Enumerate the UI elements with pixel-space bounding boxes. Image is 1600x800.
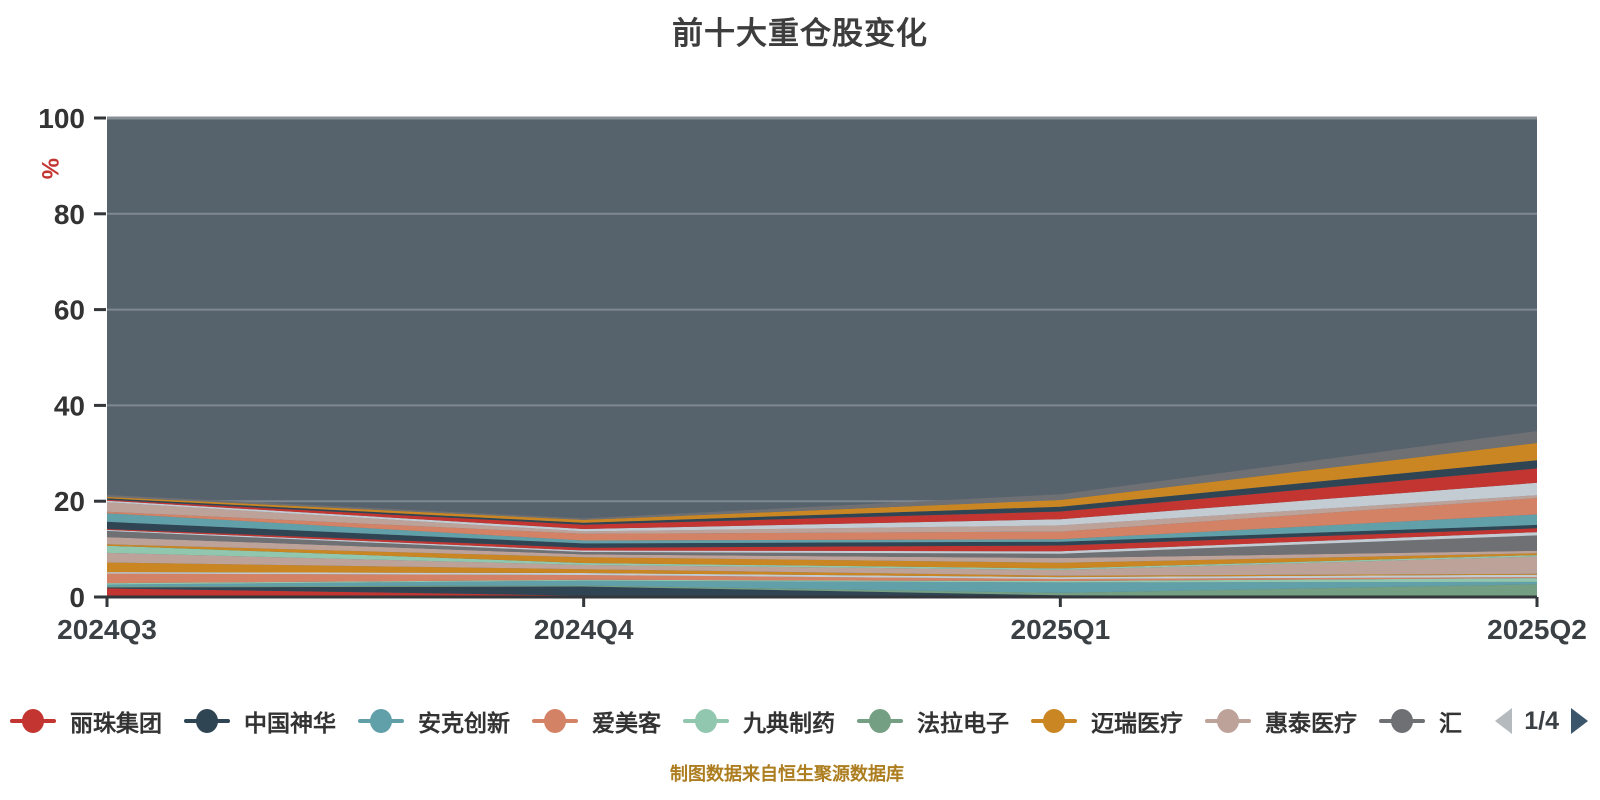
legend-dot <box>1217 709 1239 733</box>
legend-dot <box>22 709 44 733</box>
legend-item-1[interactable]: 丽珠集团 <box>10 704 162 738</box>
legend-item-label: 法拉电子 <box>917 710 1009 736</box>
legend-dot <box>695 709 717 733</box>
legend: 丽珠集团 中国神华 安克创新 爱美客 九典制药 法拉电子 迈瑞医疗 惠泰医疗 汇 1/4 <box>10 698 1588 744</box>
area-band-17 <box>107 498 1537 541</box>
legend-marker-icon <box>1205 708 1251 734</box>
legend-item-8[interactable]: 惠泰医疗 <box>1205 704 1357 738</box>
legend-marker-icon <box>857 708 903 734</box>
legend-item-6[interactable]: 法拉电子 <box>857 704 1009 738</box>
legend-dot <box>196 709 218 733</box>
area-band-20 <box>107 468 1537 529</box>
area-band-2 <box>107 584 1537 597</box>
legend-marker-icon <box>683 708 729 734</box>
legend-item-label: 丽珠集团 <box>70 710 162 736</box>
y-tick-label: 80 <box>54 199 85 230</box>
legend-item-label: 惠泰医疗 <box>1265 710 1357 736</box>
area-band-7 <box>107 562 1537 578</box>
area-band-21 <box>107 460 1537 525</box>
legend-dot <box>1391 709 1413 733</box>
data-source-note: 制图数据来自恒生聚源数据库 <box>670 764 904 784</box>
legend-marker-icon <box>1031 708 1077 734</box>
legend-item-label: 汇 <box>1439 710 1462 736</box>
area-band-22 <box>107 443 1537 523</box>
x-axis-label: 2024Q4 <box>534 614 634 645</box>
y-tick-label: 0 <box>69 582 85 613</box>
y-tick-label: 100 <box>38 103 85 134</box>
area-band-12 <box>107 530 1537 558</box>
legend-next-icon[interactable] <box>1571 708 1588 734</box>
area-band-23 <box>107 431 1537 520</box>
legend-item-2[interactable]: 中国神华 <box>184 704 336 738</box>
area-band-19 <box>107 482 1537 532</box>
area-band-3 <box>107 580 1537 593</box>
legend-marker-icon <box>1379 708 1425 734</box>
legend-page-indicator: 1/4 <box>1524 706 1559 735</box>
area-band-1 <box>107 586 1537 597</box>
legend-item-label: 九典制药 <box>743 710 835 736</box>
legend-item-label: 安克创新 <box>418 710 510 736</box>
area-band-8 <box>107 552 1537 576</box>
area-band-4 <box>107 578 1537 585</box>
legend-marker-icon <box>358 708 404 734</box>
legend-item-7[interactable]: 迈瑞医疗 <box>1031 704 1183 738</box>
area-band-9 <box>107 545 1537 570</box>
area-band-0 <box>107 588 1537 597</box>
legend-dot <box>370 709 392 733</box>
area-band-18 <box>107 495 1537 534</box>
legend-marker-icon <box>184 708 230 734</box>
legend-item-label: 爱美客 <box>592 710 661 736</box>
legend-pager: 1/4 <box>1495 707 1588 736</box>
area-band-16 <box>107 513 1537 544</box>
y-tick-label: 40 <box>54 390 85 421</box>
legend-dot <box>869 709 891 733</box>
y-tick-label: 20 <box>54 486 85 517</box>
area-band-15 <box>107 521 1537 548</box>
legend-marker-icon <box>10 708 56 734</box>
x-axis-label: 2025Q2 <box>1487 614 1587 645</box>
legend-item-4[interactable]: 爱美客 <box>532 704 661 738</box>
stacked-area-chart: 0 20 40 60 80 100% 2024Q3 2024Q4 2025Q1 2025Q2 <box>36 103 1587 645</box>
legend-dot <box>1043 709 1065 733</box>
legend-item-3[interactable]: 安克创新 <box>358 704 510 738</box>
y-tick-label: 60 <box>54 295 85 326</box>
area-band-10 <box>107 544 1537 569</box>
chart-title: 前十大重仓股变化 <box>672 16 928 51</box>
legend-item-9[interactable]: 汇 <box>1379 704 1462 738</box>
area-band-14 <box>107 528 1537 552</box>
area-band-6 <box>107 572 1537 579</box>
area-band-13 <box>107 529 1537 554</box>
legend-item-label: 迈瑞医疗 <box>1091 710 1183 736</box>
legend-prev-icon[interactable] <box>1495 708 1513 734</box>
x-axis-label: 2025Q1 <box>1011 614 1111 645</box>
y-axis-unit: % <box>36 158 63 179</box>
x-axis-label: 2024Q3 <box>57 614 157 645</box>
legend-marker-icon <box>532 708 578 734</box>
legend-item-label: 中国神华 <box>244 710 336 736</box>
area-band-11 <box>107 537 1537 563</box>
legend-item-5[interactable]: 九典制药 <box>683 704 835 738</box>
legend-dot <box>544 709 566 733</box>
area-band-5 <box>107 573 1537 584</box>
